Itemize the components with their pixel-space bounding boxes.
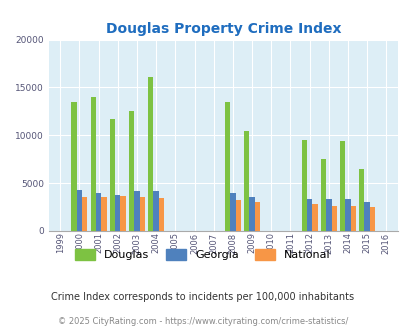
Bar [120,196,126,231]
Bar [339,141,345,231]
Bar [148,77,153,231]
Bar [224,102,230,231]
Bar [101,197,107,231]
Bar [358,169,364,231]
Bar [158,197,164,231]
Bar [71,102,77,231]
Bar [82,197,87,231]
Bar [235,200,240,231]
Bar [369,207,374,231]
Bar [109,119,115,231]
Bar [350,206,355,231]
Bar [320,159,325,231]
Bar [153,191,158,231]
Title: Douglas Property Crime Index: Douglas Property Crime Index [105,22,340,36]
Bar [345,199,350,231]
Text: © 2025 CityRating.com - https://www.cityrating.com/crime-statistics/: © 2025 CityRating.com - https://www.city… [58,317,347,326]
Bar [364,202,369,231]
Bar [311,204,317,231]
Bar [139,197,145,231]
Bar [325,199,331,231]
Bar [306,199,311,231]
Bar [129,112,134,231]
Bar [249,197,254,231]
Bar [230,193,235,231]
Text: Crime Index corresponds to incidents per 100,000 inhabitants: Crime Index corresponds to incidents per… [51,292,354,302]
Bar [96,193,101,231]
Bar [115,195,120,231]
Bar [254,202,260,231]
Legend: Douglas, Georgia, National: Douglas, Georgia, National [72,245,333,263]
Bar [90,97,96,231]
Bar [77,190,82,231]
Bar [243,131,249,231]
Bar [331,206,336,231]
Bar [301,140,306,231]
Bar [134,191,139,231]
